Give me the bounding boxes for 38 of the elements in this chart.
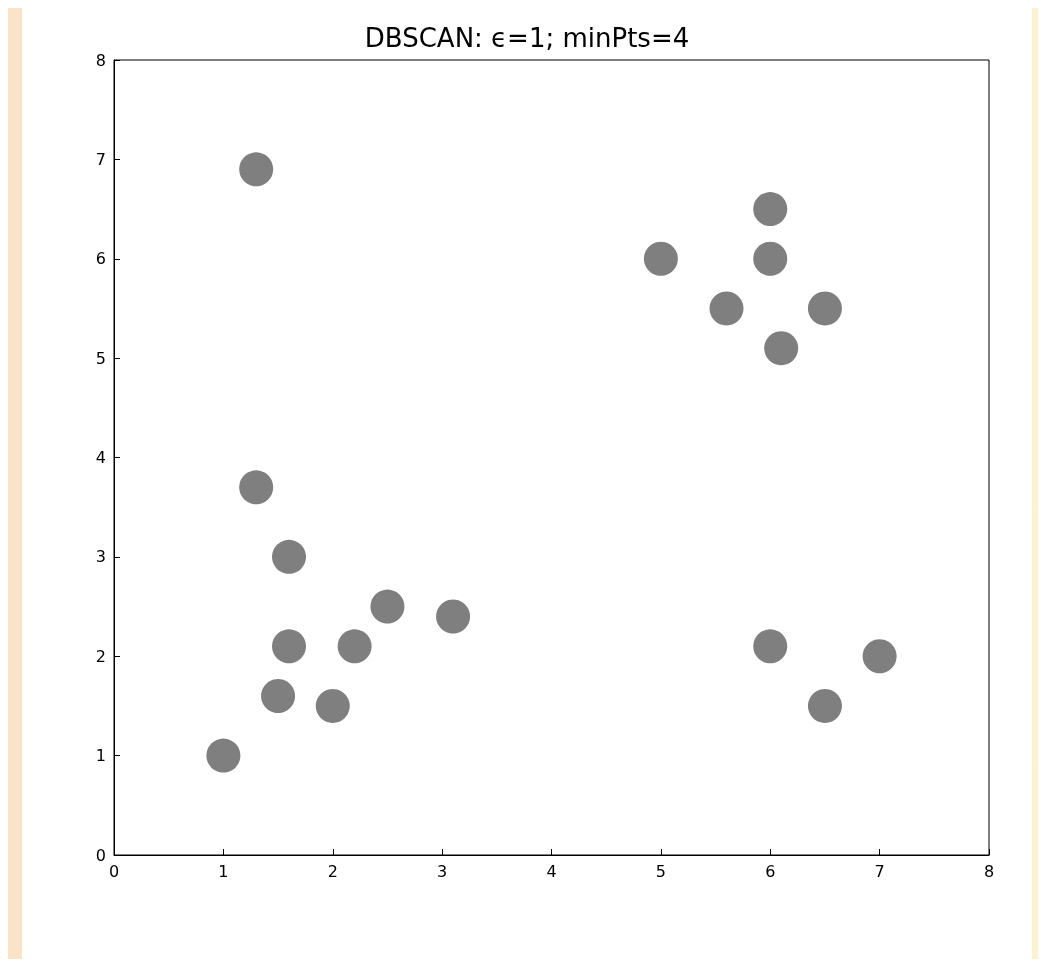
y-tick-label: 8 xyxy=(95,50,106,70)
point xyxy=(272,539,306,574)
point xyxy=(643,241,678,276)
x-tick-label: 2 xyxy=(327,861,338,881)
x-tick-label: 8 xyxy=(983,861,995,881)
point xyxy=(239,470,274,505)
point xyxy=(315,688,350,723)
x-tick-label: 5 xyxy=(655,861,666,881)
point xyxy=(261,679,296,713)
x-tick-label: 7 xyxy=(874,861,885,881)
y-tick-label: 0 xyxy=(95,845,106,865)
point xyxy=(239,152,274,187)
x-tick-label: 6 xyxy=(765,861,776,881)
point xyxy=(337,629,372,664)
point xyxy=(753,241,788,276)
y-tick-label: 6 xyxy=(95,249,106,269)
y-tick-label: 7 xyxy=(95,149,106,169)
point xyxy=(206,738,241,773)
point xyxy=(370,589,405,624)
point xyxy=(436,599,471,634)
x-tick-label: 3 xyxy=(437,861,448,881)
point xyxy=(807,688,842,723)
point xyxy=(272,629,306,664)
x-tick-label: 0 xyxy=(108,861,120,881)
y-tick-label: 4 xyxy=(95,448,106,467)
y-tick-label: 1 xyxy=(95,746,106,766)
y-tick-label: 2 xyxy=(95,646,106,666)
point xyxy=(807,291,842,326)
chart-title: DBSCAN: ϵ=1; minPts=4 xyxy=(364,23,690,53)
x-tick-label: 4 xyxy=(546,861,557,881)
point xyxy=(764,331,799,366)
point xyxy=(753,192,788,227)
point xyxy=(753,629,788,664)
y-tick-label: 5 xyxy=(95,348,106,368)
point xyxy=(709,291,744,326)
y-tick-label: 3 xyxy=(95,547,106,567)
x-tick-label: 1 xyxy=(218,861,229,881)
point xyxy=(862,639,897,674)
